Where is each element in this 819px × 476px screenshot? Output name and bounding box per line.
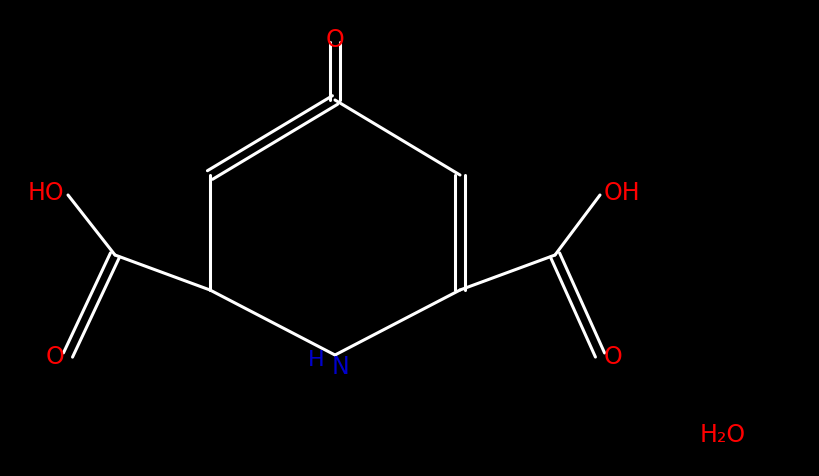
- Text: OH: OH: [604, 181, 640, 205]
- Text: O: O: [45, 345, 64, 369]
- Text: N: N: [332, 355, 350, 379]
- Text: O: O: [325, 28, 344, 52]
- Text: H: H: [308, 350, 324, 370]
- Text: HO: HO: [27, 181, 64, 205]
- Text: H₂O: H₂O: [699, 423, 745, 447]
- Text: O: O: [604, 345, 622, 369]
